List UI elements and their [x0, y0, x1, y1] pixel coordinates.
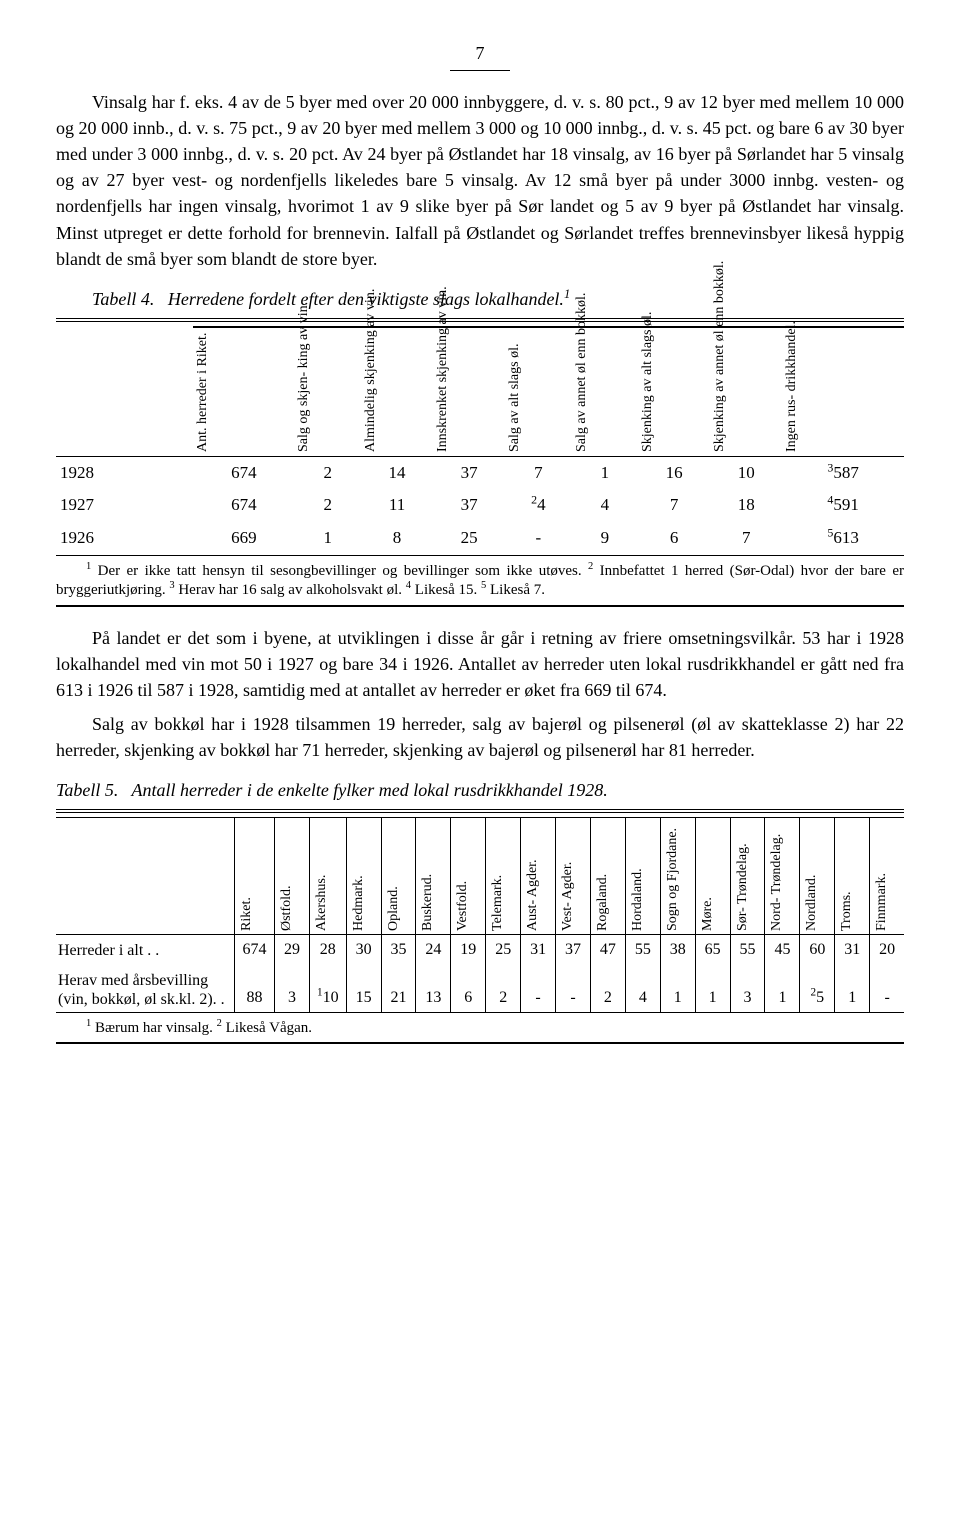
table5-footnote: 1 Bærum har vinsalg. 2 Likeså Vågan. — [56, 1019, 904, 1039]
table4-caption-sup: 1 — [564, 287, 570, 301]
t5-h17: Nordland. — [800, 818, 835, 935]
table4-top-rule — [56, 318, 904, 322]
page-number: 7 — [56, 40, 904, 66]
t5-h18: Troms. — [835, 818, 870, 935]
t5-h8: Telemark. — [486, 818, 521, 935]
table4-caption: Tabell 4. Herredene fordelt efter den vi… — [56, 286, 904, 312]
t5-h14: Møre. — [695, 818, 730, 935]
table4: Ant. herreder i Riket. Salg og skjen- ki… — [56, 326, 904, 556]
t5-h16: Nord- Trøndelag. — [765, 818, 800, 935]
table4-h3: Almindelig skjenking av vin. — [361, 327, 433, 457]
table-row: 1926 669 1 8 25 - 9 6 7 5613 — [56, 522, 904, 555]
t5-h19: Finnmark. — [870, 818, 904, 935]
table4-h4: Innskrenket skjenking av vin. — [433, 327, 505, 457]
table4-footnote: 1 Der er ikke tatt hensyn til sesongbevi… — [56, 562, 904, 601]
table4-h2: Salg og skjen- king av vin. — [294, 327, 361, 457]
table4-h0 — [56, 327, 193, 457]
t4-r0-year: 1928 — [56, 456, 193, 489]
t5-h13: Sogn og Fjordane. — [660, 818, 695, 935]
t4-r2-year: 1926 — [56, 522, 193, 555]
t5-row2-label: Herav med årsbevilling (vin, bokkøl, øl … — [56, 965, 235, 1013]
table4-caption-label: Tabell 4. — [92, 289, 154, 309]
table5-bottom-rule — [56, 1042, 904, 1044]
t5-h1: Riket. — [235, 818, 275, 935]
table4-h6: Salg av annet øl enn bokkøl. — [572, 327, 639, 457]
paragraph-1: Vinsalg har f. eks. 4 av de 5 byer med o… — [56, 89, 904, 272]
t5-h9: Aust- Agder. — [521, 818, 556, 935]
table-row: Herav med årsbevilling (vin, bokkøl, øl … — [56, 965, 904, 1013]
t5-h2: Østfold. — [275, 818, 310, 935]
t5-h11: Rogaland. — [590, 818, 625, 935]
t5-h15: Sør- Trøndelag. — [730, 818, 765, 935]
table-row: 1927 674 2 11 37 24 4 7 18 4591 — [56, 489, 904, 522]
t5-h0 — [56, 818, 235, 935]
table5-caption-text: Antall herreder i de enkelte fylker med … — [132, 780, 608, 800]
table5-caption: Tabell 5. Antall herreder i de enkelte f… — [56, 777, 904, 803]
table4-h8: Skjenking av annet øl enn bokkøl. — [710, 327, 782, 457]
table4-header-row: Ant. herreder i Riket. Salg og skjen- ki… — [56, 327, 904, 457]
table5: Riket. Østfold. Akershus. Hedmark. Oplan… — [56, 817, 904, 1013]
table4-h9: Ingen rus- drikkhandel. — [782, 327, 904, 457]
paragraph-2: På landet er det som i byene, at utvikli… — [56, 625, 904, 703]
page-number-rule — [450, 70, 510, 71]
table4-h1: Ant. herreder i Riket. — [193, 327, 294, 457]
paragraph-3: Salg av bokkøl har i 1928 tilsammen 19 h… — [56, 711, 904, 763]
t5-h5: Opland. — [381, 818, 416, 935]
table5-header-row: Riket. Østfold. Akershus. Hedmark. Oplan… — [56, 818, 904, 935]
table-row: 1928 674 2 14 37 7 1 16 10 3587 — [56, 456, 904, 489]
t5-h12: Hordaland. — [625, 818, 660, 935]
t4-r1-year: 1927 — [56, 489, 193, 522]
table5-caption-label: Tabell 5. — [56, 780, 118, 800]
t5-h3: Akershus. — [309, 818, 346, 935]
table4-h5: Salg av alt slags øl. — [505, 327, 572, 457]
table4-h7: Skjenking av alt slags øl. — [638, 327, 710, 457]
t5-h10: Vest- Agder. — [556, 818, 591, 935]
t5-h7: Vestfold. — [451, 818, 486, 935]
table5-top-rule — [56, 809, 904, 813]
table4-bottom-rule — [56, 605, 904, 607]
t5-row1-label: Herreder i alt . . — [56, 935, 235, 965]
t5-h4: Hedmark. — [346, 818, 381, 935]
table-row: Herreder i alt . . 674 29 28 30 35 24 19… — [56, 935, 904, 965]
t5-h6: Buskerud. — [416, 818, 451, 935]
